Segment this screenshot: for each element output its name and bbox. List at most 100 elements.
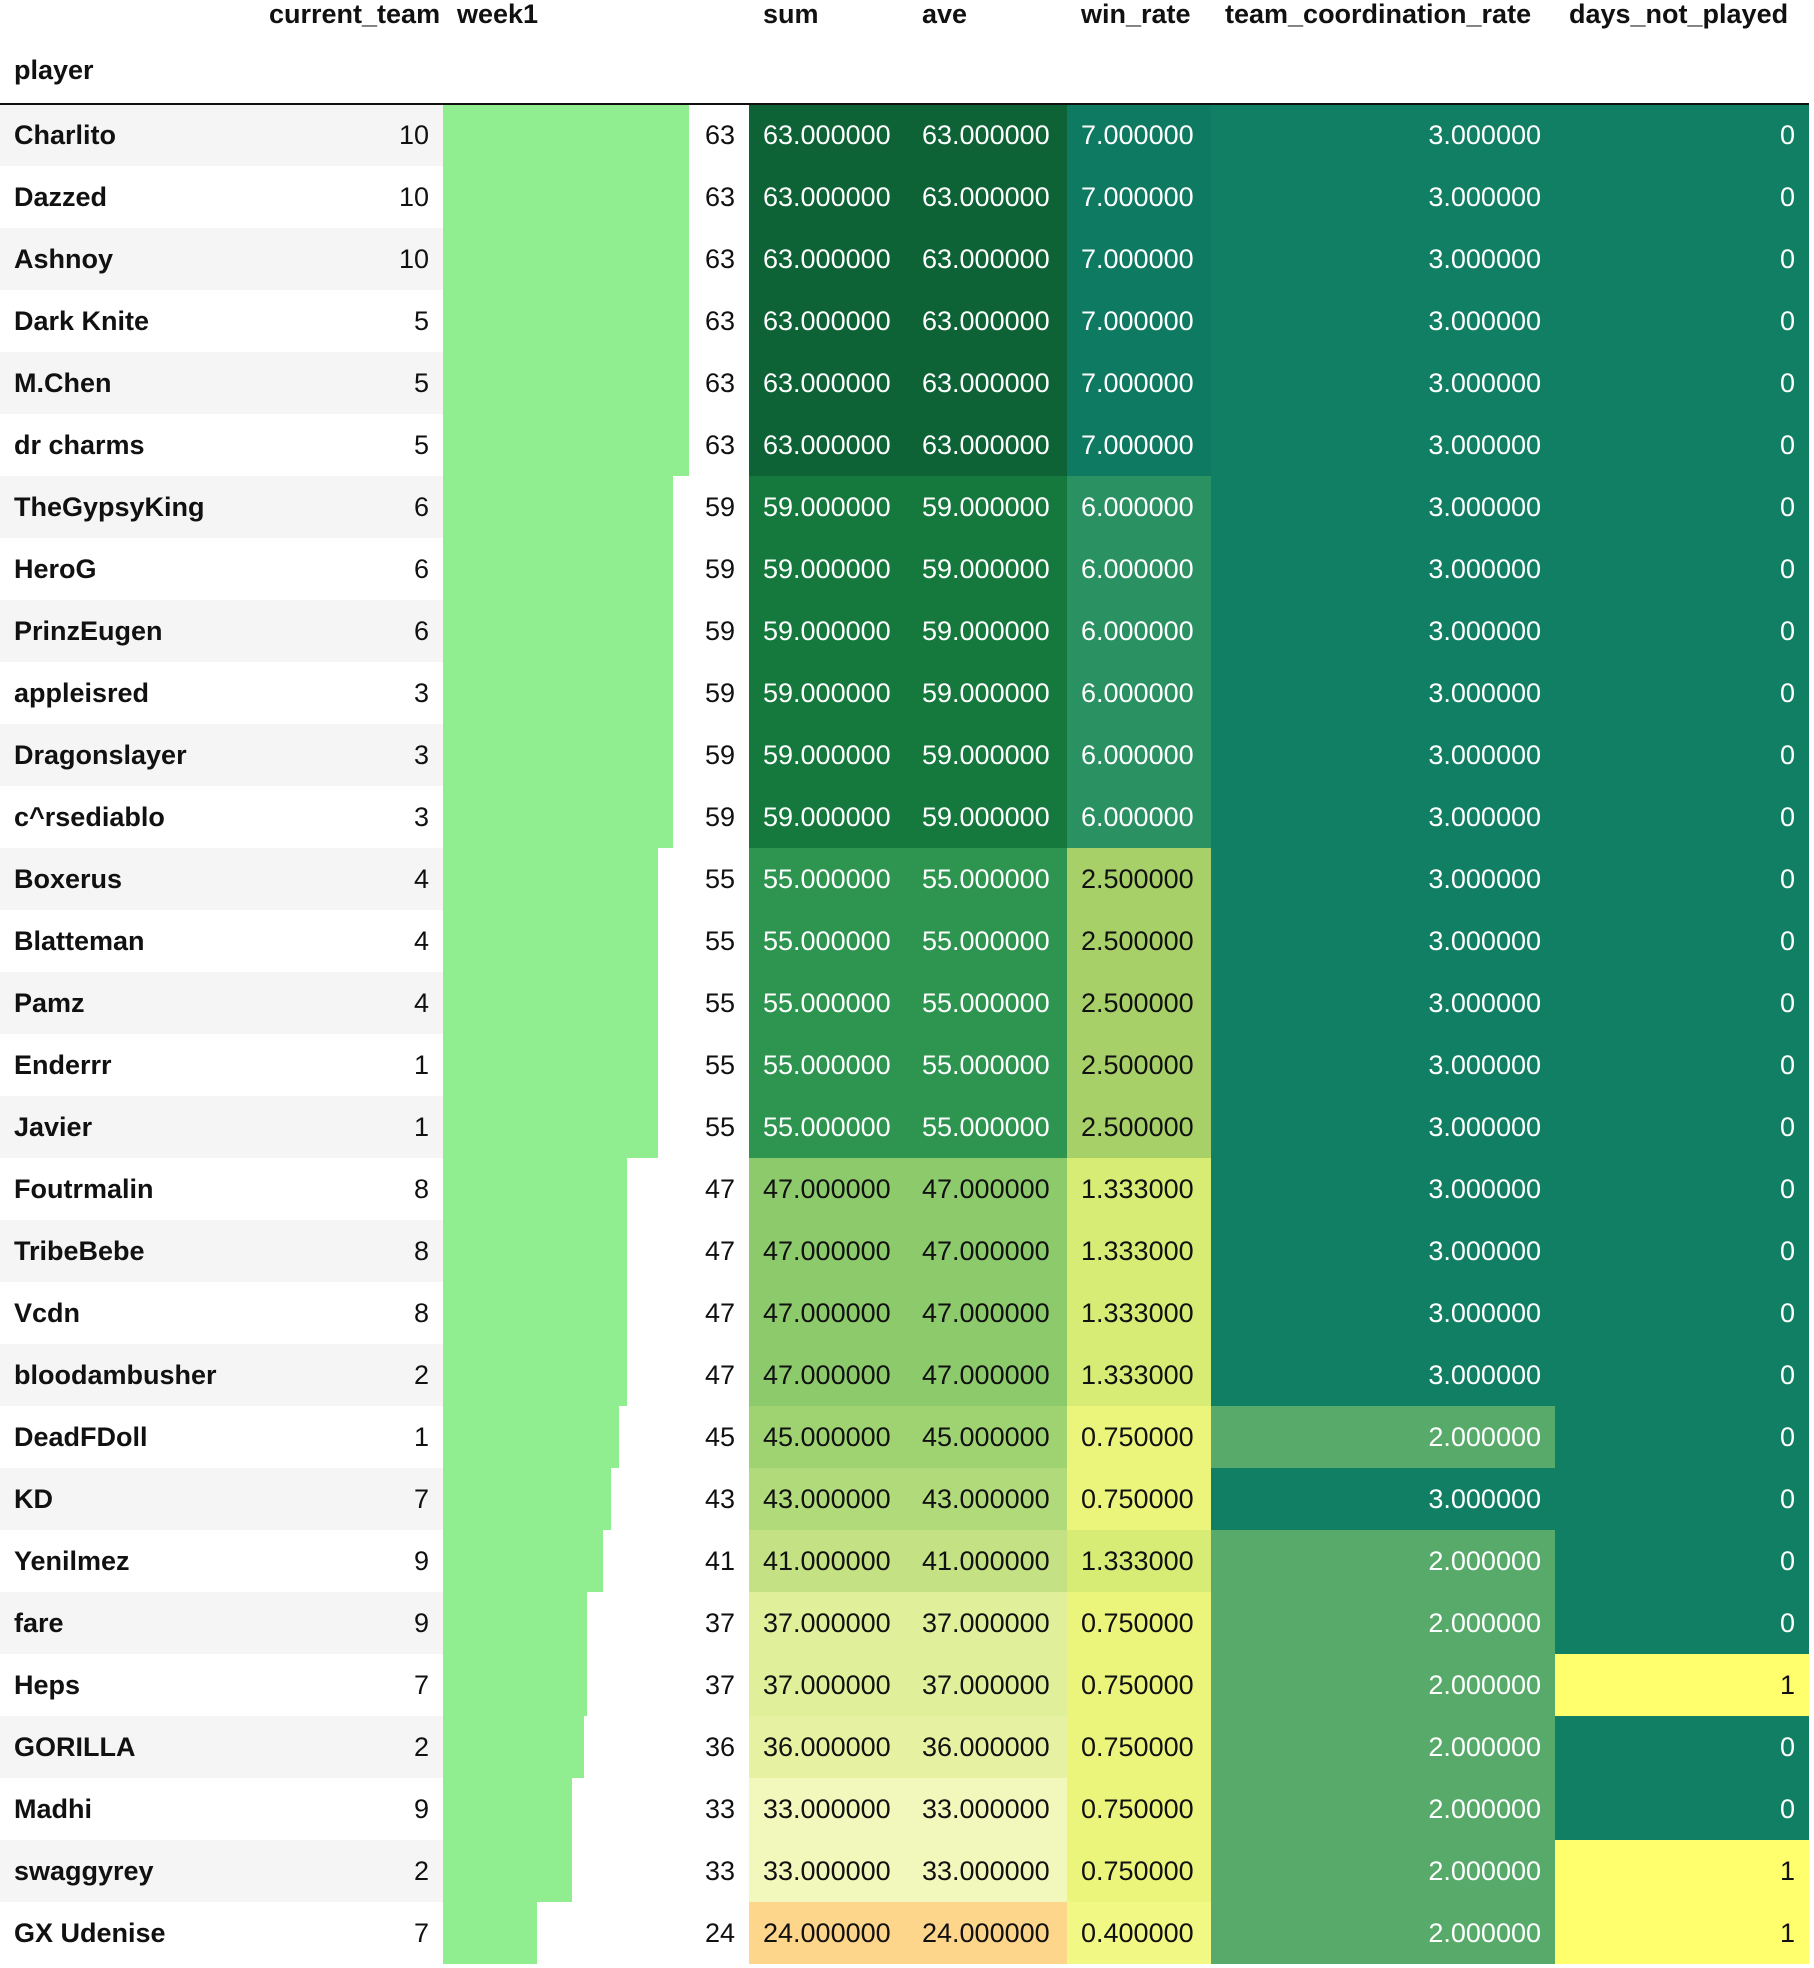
table-row: swaggyrey 2 33 33.000000 33.000000 0.750000 2.… [0,1840,1809,1902]
sum-cell: 59.000000 [749,786,908,848]
week1-value: 47 [704,1359,735,1390]
sum-cell: 59.000000 [749,600,908,662]
header-week1[interactable]: week1 [457,0,539,29]
table-row: bloodambusher 2 47 47.000000 47.000000 1.3330… [0,1344,1809,1406]
header-team-coordination-rate[interactable]: team_coordination_rate [1225,0,1532,29]
header-ave[interactable]: ave [922,0,968,29]
table-row: Yenilmez 9 41 41.000000 41.000000 1.333000 2.0… [0,1530,1809,1592]
week1-bar-cell: 33 [443,1840,749,1902]
win-rate-cell: 0.750000 [1067,1654,1211,1716]
ave-cell: 59.000000 [908,786,1067,848]
table-row: M.Chen 5 63 63.000000 63.000000 7.000000 3.000… [0,352,1809,414]
win-rate-cell: 6.000000 [1067,786,1211,848]
week1-bar [443,290,689,352]
sum-cell: 63.000000 [749,104,908,166]
days-not-played-cell: 0 [1555,166,1809,228]
ave-cell: 55.000000 [908,1096,1067,1158]
win-rate-cell: 0.750000 [1067,1468,1211,1530]
win-rate-cell: 6.000000 [1067,724,1211,786]
header-days-not-played[interactable]: days_not_played [1569,0,1789,29]
sum-cell: 55.000000 [749,910,908,972]
team-coordination-rate-cell: 3.000000 [1211,972,1555,1034]
index-header-row: player [0,37,1809,105]
table-row: Charlito 10 63 63.000000 63.000000 7.000000 3.… [0,104,1809,166]
current-team-cell: 2 [255,1840,443,1902]
week1-bar [443,1034,658,1096]
current-team-cell: 6 [255,600,443,662]
week1-bar-cell: 55 [443,910,749,972]
current-team-cell: 8 [413,1173,429,1204]
week1-bar-cell: 41 [443,1530,749,1592]
week1-value: 55 [704,863,735,894]
ave-cell: 63.000000 [908,228,1067,290]
week1-bar [443,848,658,910]
table-row: dr charms 5 63 63.000000 63.000000 7.000000 3.… [0,414,1809,476]
win-rate-cell: 1.333000 [1067,1158,1211,1220]
week1-bar-cell: 59 [443,786,749,848]
days-not-played-cell: 0 [1555,972,1809,1034]
week1-bar-cell: 59 [443,476,749,538]
team-coordination-rate-cell: 3.000000 [1211,1468,1555,1530]
player-name: GX Udenise [14,1917,166,1948]
player-name: Yenilmez [14,1545,130,1576]
days-not-played-cell: 0 [1555,662,1809,724]
player-name: Boxerus [0,848,255,910]
player-name: Enderrr [14,1049,112,1080]
week1-bar [443,1778,572,1840]
week1-bar-cell: 55 [443,972,749,1034]
week1-value: 55 [704,1111,735,1142]
win-rate-cell: 7.000000 [1067,290,1211,352]
ave-cell: 55.000000 [908,848,1067,910]
week1-bar [443,1716,584,1778]
current-team-cell: 1 [413,1049,429,1080]
table-row: Boxerus 4 55 55.000000 55.000000 2.500000 3.00… [0,848,1809,910]
team-coordination-rate-cell: 2.000000 [1211,1778,1555,1840]
week1-value: 63 [704,243,735,274]
player-name: KD [0,1468,255,1530]
sum-cell: 59.000000 [749,476,908,538]
current-team-cell: 4 [255,972,443,1034]
current-team-cell: 2 [255,1716,443,1778]
week1-value: 41 [704,1545,735,1576]
current-team-cell: 5 [413,305,429,336]
team-coordination-rate-cell: 2.000000 [1211,1654,1555,1716]
player-name: Charlito [0,104,255,166]
week1-bar-cell: 47 [443,1220,749,1282]
days-not-played-cell: 0 [1555,538,1809,600]
team-coordination-rate-cell: 3.000000 [1211,166,1555,228]
days-not-played-cell: 0 [1555,1716,1809,1778]
table-row: Enderrr 1 55 55.000000 55.000000 2.500000 3.00… [0,1034,1809,1096]
ave-cell: 47.000000 [908,1282,1067,1344]
current-team-cell: 3 [413,801,429,832]
week1-bar [443,1592,587,1654]
current-team-cell: 8 [255,1220,443,1282]
current-team-cell: 5 [413,429,429,460]
ave-cell: 63.000000 [908,104,1067,166]
sum-cell: 63.000000 [749,414,908,476]
team-coordination-rate-cell: 2.000000 [1211,1592,1555,1654]
days-not-played-cell: 0 [1555,848,1809,910]
player-name: dr charms [14,429,145,460]
week1-bar-cell: 47 [443,1282,749,1344]
team-coordination-rate-cell: 3.000000 [1211,1344,1555,1406]
week1-value: 55 [704,1049,735,1080]
week1-bar [443,1654,587,1716]
player-name: HeroG [14,553,97,584]
week1-bar [443,600,673,662]
header-win-rate[interactable]: win_rate [1081,0,1191,29]
header-sum[interactable]: sum [763,0,819,29]
week1-bar [443,910,658,972]
header-player[interactable]: player [0,37,255,105]
week1-value: 37 [704,1607,735,1638]
week1-bar [443,1344,627,1406]
days-not-played-cell: 0 [1555,104,1809,166]
sum-cell: 47.000000 [749,1158,908,1220]
header-current-team[interactable]: current_team [269,0,441,29]
sum-cell: 41.000000 [749,1530,908,1592]
week1-bar-cell: 45 [443,1406,749,1468]
player-name: c^rsediablo [14,801,165,832]
week1-bar-cell: 63 [443,352,749,414]
win-rate-cell: 7.000000 [1067,352,1211,414]
current-team-cell: 4 [413,925,429,956]
week1-value: 36 [704,1731,735,1762]
